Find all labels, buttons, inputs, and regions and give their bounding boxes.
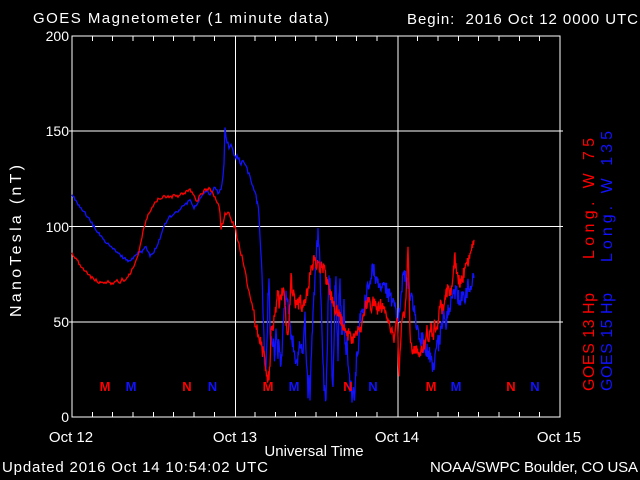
svg-text:150: 150 [46, 123, 70, 139]
svg-text:N: N [368, 379, 377, 394]
svg-text:Oct 13: Oct 13 [213, 429, 257, 446]
svg-text:M: M [126, 379, 137, 394]
svg-text:100: 100 [46, 219, 70, 235]
svg-text:Begin: 2016 Oct 12 0000 UTC: Begin: 2016 Oct 12 0000 UTC [407, 11, 638, 28]
svg-text:0: 0 [61, 409, 69, 425]
svg-text:M: M [289, 379, 300, 394]
svg-text:50: 50 [53, 314, 69, 330]
svg-text:GOES 15 Hp: GOES 15 Hp [599, 293, 616, 391]
svg-text:Updated 2016 Oct 14 10:54:02 U: Updated 2016 Oct 14 10:54:02 UTC [2, 459, 268, 476]
svg-text:200: 200 [46, 28, 70, 44]
svg-text:NanoTesla (nT): NanoTesla (nT) [8, 165, 25, 317]
svg-text:GOES Magnetometer (1 minute da: GOES Magnetometer (1 minute data) [33, 10, 329, 27]
svg-text:N: N [530, 379, 539, 394]
svg-text:M: M [426, 379, 437, 394]
svg-text:Oct 15: Oct 15 [537, 429, 581, 446]
svg-text:M: M [100, 379, 111, 394]
svg-text:M: M [263, 379, 274, 394]
svg-text:Oct 14: Oct 14 [375, 429, 419, 446]
svg-text:Universal Time: Universal Time [264, 443, 363, 460]
svg-text:N: N [506, 379, 515, 394]
svg-text:GOES 13 Hp: GOES 13 Hp [581, 293, 598, 391]
svg-text:M: M [451, 379, 462, 394]
svg-text:N: N [182, 379, 191, 394]
svg-text:Oct 12: Oct 12 [49, 429, 93, 446]
svg-text:N: N [208, 379, 217, 394]
svg-text:NOAA/SWPC Boulder, CO USA: NOAA/SWPC Boulder, CO USA [430, 459, 638, 476]
svg-text:N: N [343, 379, 352, 394]
